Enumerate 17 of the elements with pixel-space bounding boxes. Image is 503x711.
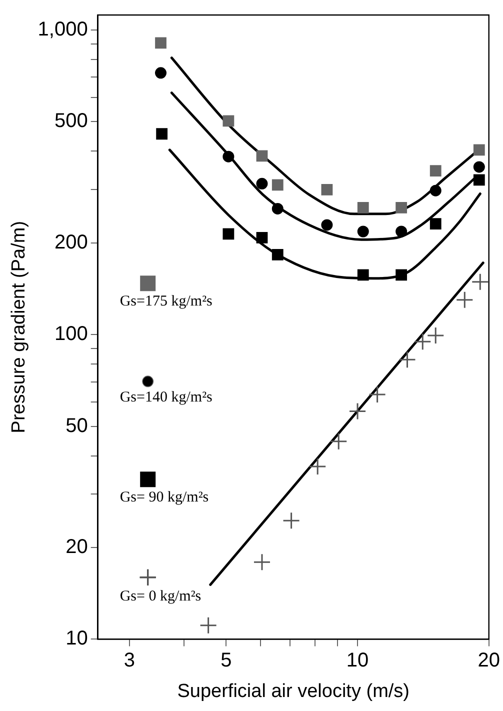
y-tick-label: 200 [54, 231, 88, 254]
x-tick-label: 3 [124, 650, 135, 672]
x-tick-label: 20 [478, 650, 500, 672]
y-tick-label: 1,000 [38, 18, 88, 41]
y-axis-title: Pressure gradient (Pa/m) [8, 220, 30, 434]
legend-label: Gs= 90 kg/m²s [120, 489, 209, 506]
legend-label: Gs=140 kg/m²s [120, 389, 213, 406]
legend-label: Gs=175 kg/m²s [120, 293, 213, 310]
y-tick-label: 10 [66, 628, 88, 650]
x-tick-label: 10 [346, 650, 369, 672]
x-axis-title: Superficial air velocity (m/s) [177, 680, 410, 702]
legend-label: Gs= 0 kg/m²s [120, 588, 202, 604]
y-tick-label: 100 [54, 323, 88, 346]
x-tick-label: 5 [220, 650, 232, 672]
y-tick-label: 50 [66, 414, 88, 437]
y-tick-label: 500 [54, 110, 88, 132]
y-tick-label: 20 [66, 536, 88, 558]
